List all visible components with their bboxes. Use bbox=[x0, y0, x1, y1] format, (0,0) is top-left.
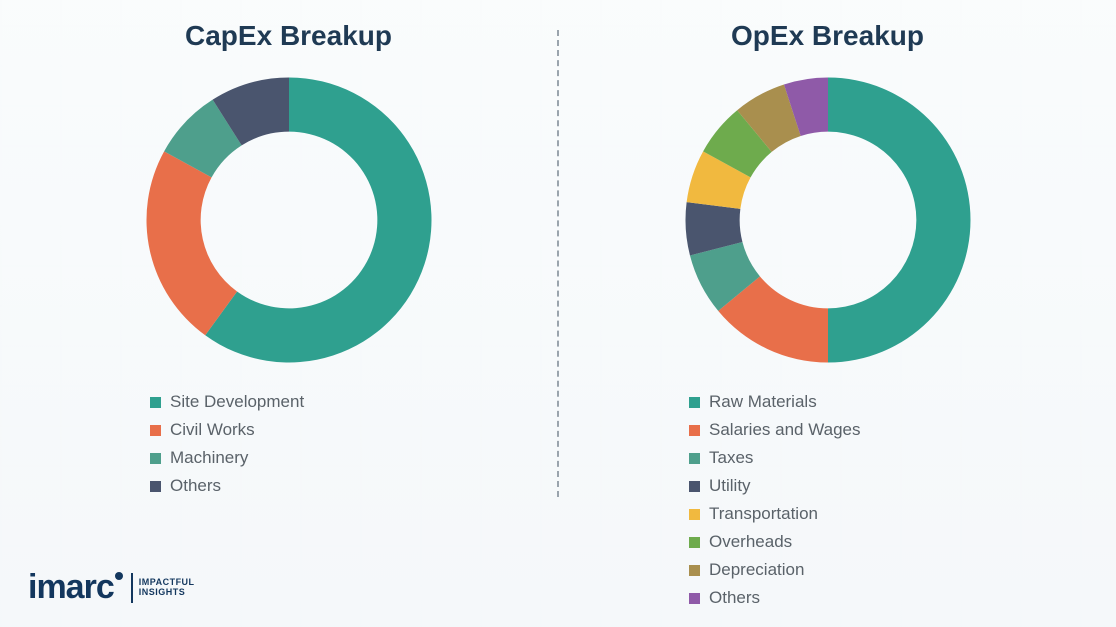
legend-item: Overheads bbox=[689, 532, 861, 552]
legend-swatch bbox=[689, 537, 700, 548]
logo-tagline: IMPACTFUL INSIGHTS bbox=[139, 578, 195, 598]
legend-swatch bbox=[150, 453, 161, 464]
legend-swatch bbox=[689, 509, 700, 520]
legend-item: Others bbox=[150, 476, 304, 496]
legend-item: Depreciation bbox=[689, 560, 861, 580]
legend-label: Raw Materials bbox=[709, 392, 817, 412]
legend-label: Transportation bbox=[709, 504, 818, 524]
capex-donut bbox=[139, 70, 439, 370]
legend-swatch bbox=[689, 565, 700, 576]
legend-label: Overheads bbox=[709, 532, 792, 552]
legend-swatch bbox=[689, 397, 700, 408]
capex-donut-svg bbox=[139, 70, 439, 370]
donut-slice bbox=[146, 151, 237, 335]
legend-swatch bbox=[689, 593, 700, 604]
legend-label: Machinery bbox=[170, 448, 248, 468]
legend-label: Others bbox=[170, 476, 221, 496]
legend-swatch bbox=[689, 453, 700, 464]
legend-label: Salaries and Wages bbox=[709, 420, 861, 440]
panel-divider bbox=[557, 30, 559, 497]
chart-container: CapEx Breakup Site Development Civil Work… bbox=[0, 0, 1116, 627]
legend-label: Site Development bbox=[170, 392, 304, 412]
logo-brand-text: imarc bbox=[28, 568, 114, 606]
opex-title: OpEx Breakup bbox=[731, 20, 924, 52]
legend-item: Site Development bbox=[150, 392, 304, 412]
logo-wordmark: imarc bbox=[28, 568, 123, 607]
opex-donut-svg bbox=[678, 70, 978, 370]
legend-swatch bbox=[150, 481, 161, 492]
legend-item: Civil Works bbox=[150, 420, 304, 440]
legend-item: Raw Materials bbox=[689, 392, 861, 412]
capex-panel: CapEx Breakup Site Development Civil Work… bbox=[30, 20, 547, 557]
legend-label: Depreciation bbox=[709, 560, 804, 580]
logo-tagline-1: IMPACTFUL bbox=[139, 577, 195, 587]
legend-item: Machinery bbox=[150, 448, 304, 468]
legend-label: Others bbox=[709, 588, 760, 608]
legend-swatch bbox=[150, 425, 161, 436]
brand-logo: imarc IMPACTFUL INSIGHTS bbox=[28, 568, 195, 607]
legend-swatch bbox=[150, 397, 161, 408]
legend-swatch bbox=[689, 481, 700, 492]
legend-item: Taxes bbox=[689, 448, 861, 468]
logo-tagline-2: INSIGHTS bbox=[139, 587, 186, 597]
capex-legend: Site Development Civil Works Machinery Othe… bbox=[150, 392, 304, 504]
legend-swatch bbox=[689, 425, 700, 436]
legend-item: Utility bbox=[689, 476, 861, 496]
legend-item: Others bbox=[689, 588, 861, 608]
opex-donut bbox=[678, 70, 978, 370]
opex-panel: OpEx Breakup Raw Materials Salaries and W… bbox=[569, 20, 1086, 557]
donut-slice bbox=[828, 78, 971, 363]
legend-label: Taxes bbox=[709, 448, 753, 468]
logo-separator bbox=[131, 573, 133, 603]
legend-label: Civil Works bbox=[170, 420, 255, 440]
logo-dot-icon bbox=[115, 572, 123, 580]
legend-label: Utility bbox=[709, 476, 751, 496]
opex-legend: Raw Materials Salaries and Wages Taxes Util… bbox=[689, 392, 861, 616]
legend-item: Salaries and Wages bbox=[689, 420, 861, 440]
capex-title: CapEx Breakup bbox=[185, 20, 392, 52]
legend-item: Transportation bbox=[689, 504, 861, 524]
